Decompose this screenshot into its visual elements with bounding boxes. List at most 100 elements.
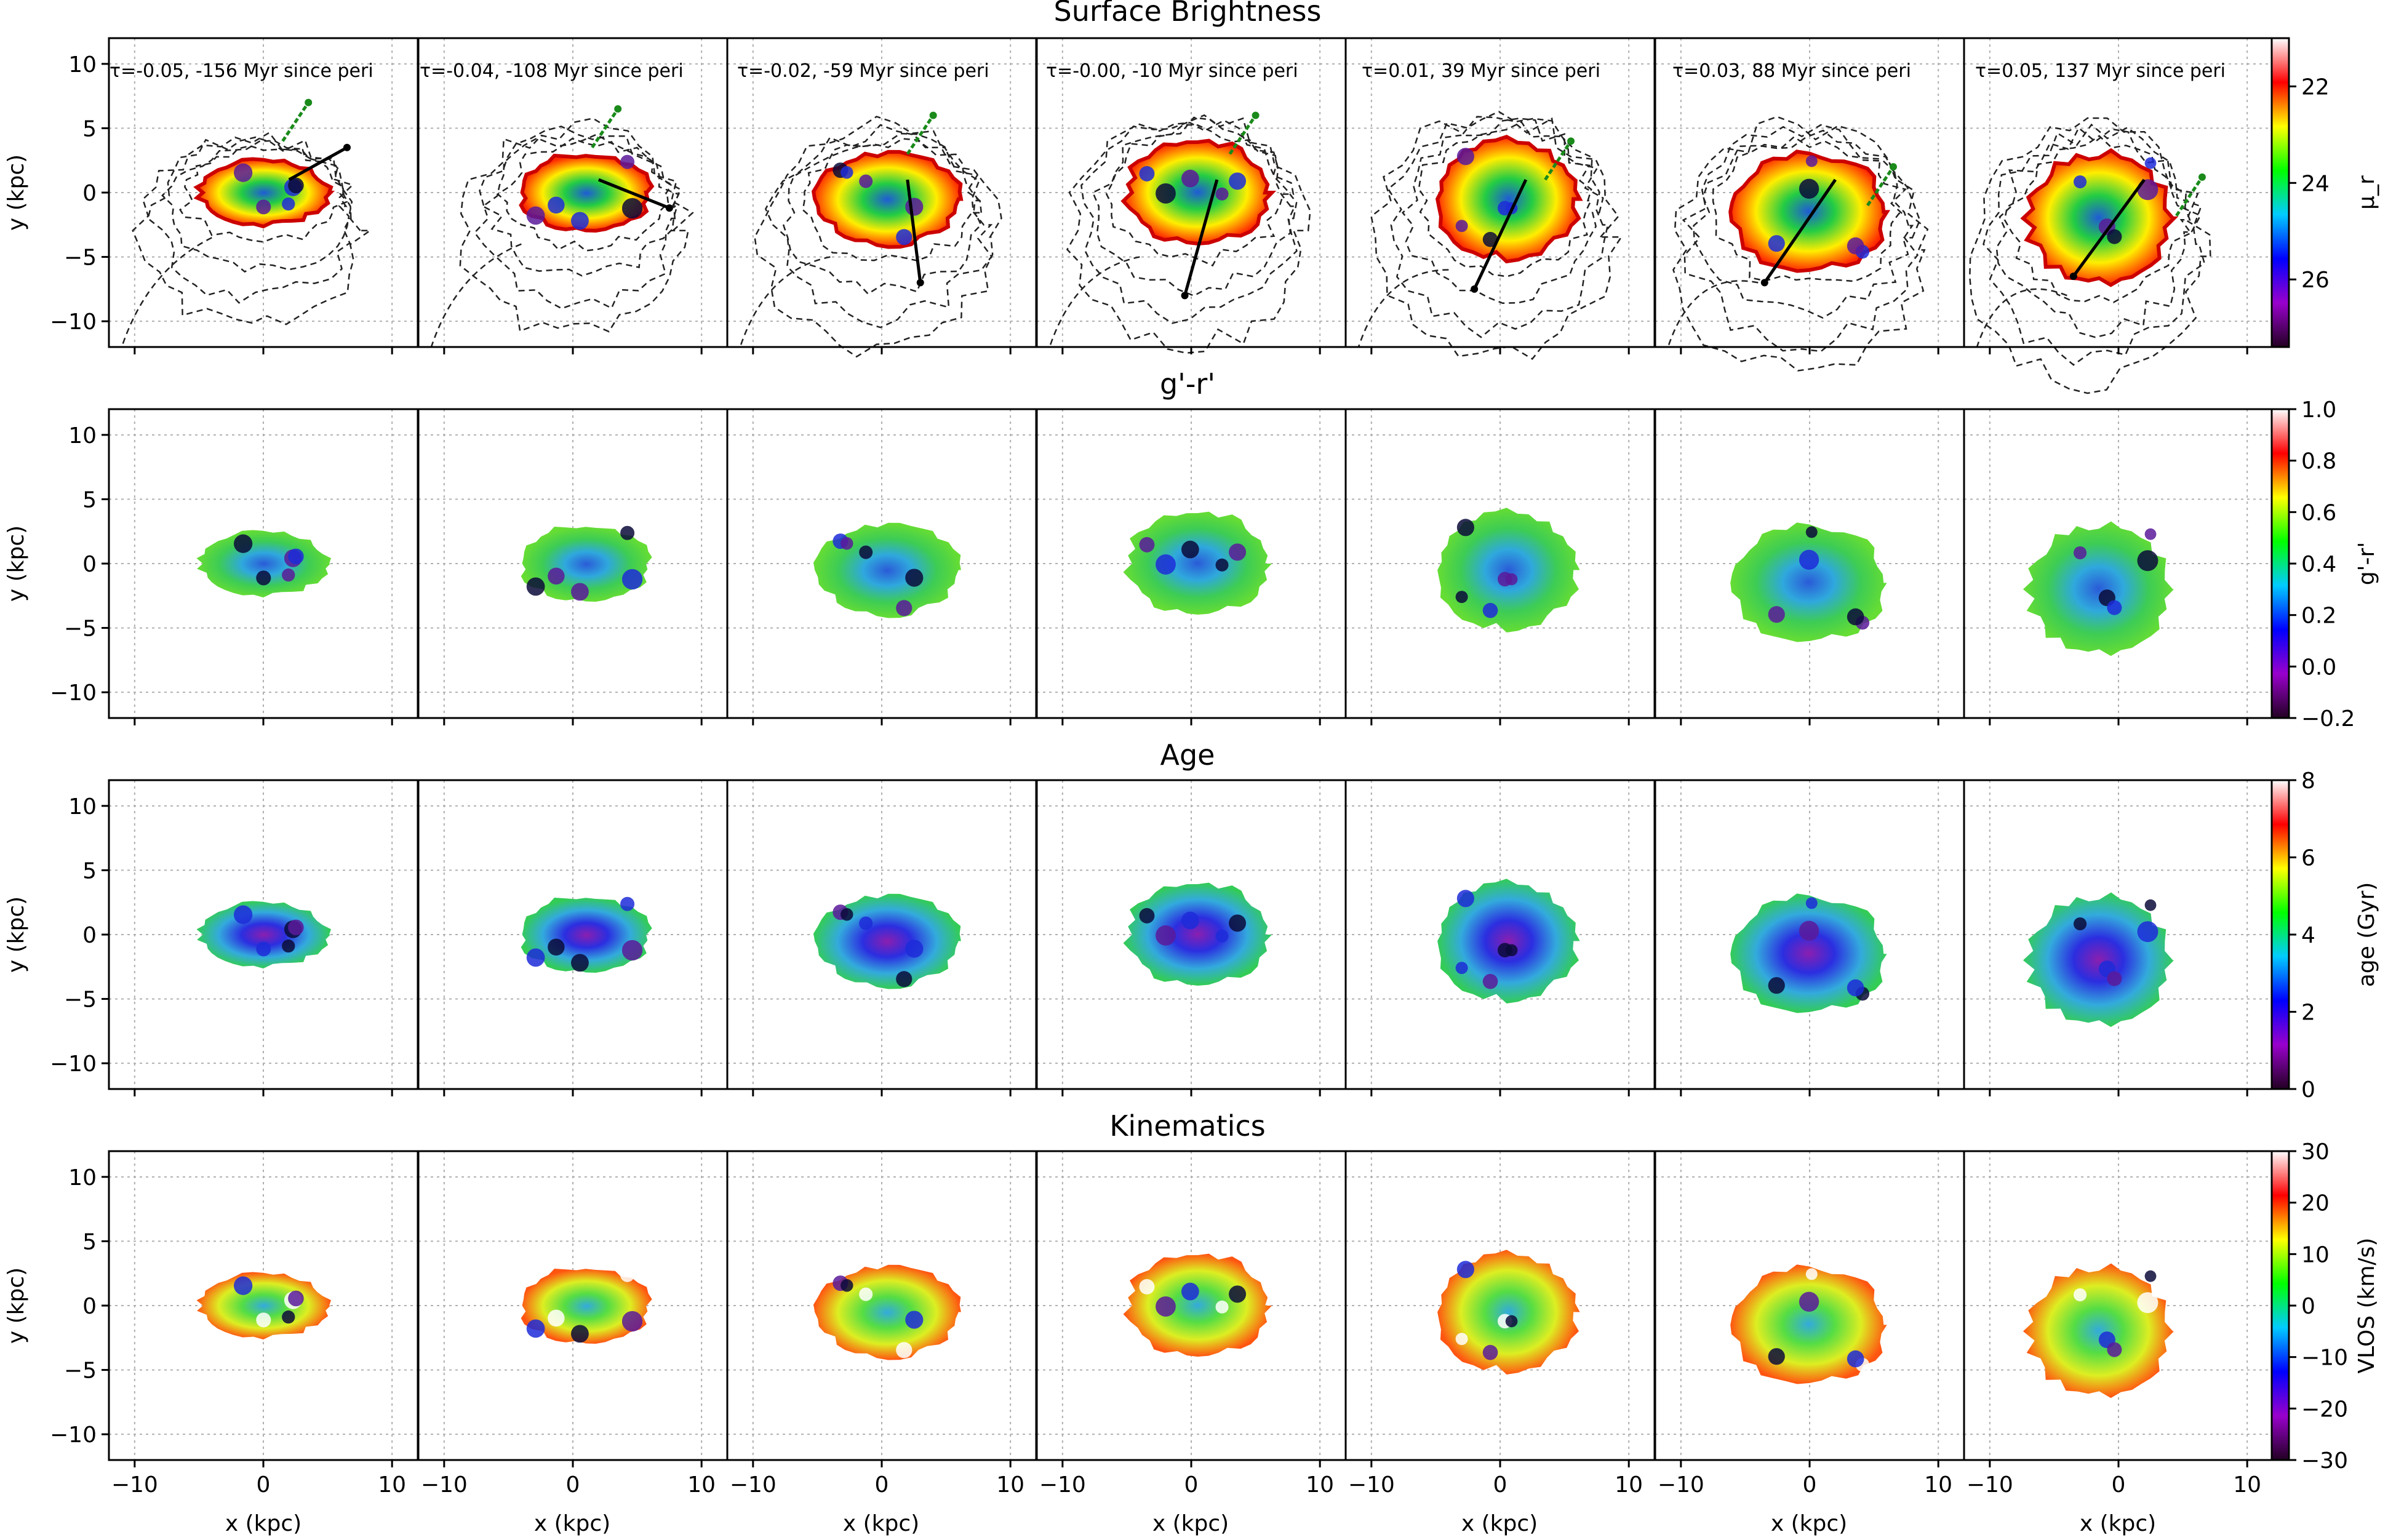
colorbars-layer: 2224261.00.80.60.40.20.0−0.2864203020100… (2270, 37, 2355, 1474)
clump-marker (548, 1309, 565, 1327)
clump-marker (2107, 600, 2122, 615)
motion-arrow (288, 146, 348, 182)
y-axis-label-row-4: y (kpc) (4, 1267, 29, 1344)
clump-marker (1181, 1282, 1199, 1301)
contour-line (121, 237, 212, 348)
clump-marker (1455, 220, 1468, 233)
clump-marker (2073, 917, 2087, 931)
clump-marker (1229, 914, 1247, 932)
x-tick-label: −10 (1039, 1472, 1086, 1498)
panel-title-3: τ=-0.02, -59 Myr since peri (737, 60, 989, 82)
clump-marker (2144, 528, 2157, 540)
contour-line (179, 145, 348, 243)
clump-marker (2137, 1292, 2158, 1314)
motion-arrow (2072, 178, 2146, 277)
contour-line (1712, 136, 1907, 282)
row-title-age: Age (1160, 738, 1215, 772)
x-tick-label: 10 (996, 1472, 1024, 1498)
galaxy-map (1437, 508, 1580, 632)
clump-marker (1456, 890, 1474, 908)
colorbar-tick-label: 0.2 (2301, 604, 2336, 629)
contour-line (1693, 129, 1914, 319)
colorbar-tick-label: 2 (2301, 1000, 2315, 1026)
clump-marker (859, 916, 873, 930)
x-tick-label: 0 (566, 1472, 580, 1498)
motion-arrow-head (1471, 285, 1479, 293)
clump-marker (288, 1290, 304, 1307)
clump-marker (288, 919, 304, 936)
clump-marker (548, 196, 565, 214)
galaxy-map (196, 1272, 331, 1340)
contour-line (1080, 119, 1298, 324)
y-tick-label: −5 (64, 987, 97, 1013)
motion-arrow (1763, 178, 1837, 284)
galaxy-map (1123, 882, 1272, 986)
colorbar-tick-label: 0.6 (2301, 500, 2336, 525)
y-tick-label: 5 (82, 116, 97, 142)
colorbar-tick-label: 0.8 (2301, 449, 2336, 474)
clump-marker (1456, 519, 1474, 537)
contour-line (739, 256, 831, 348)
contour-line (430, 243, 522, 348)
y-tick-label: 10 (68, 794, 97, 820)
clump-marker (2144, 899, 2157, 911)
colorbar (2270, 1150, 2290, 1461)
galaxy-map (1437, 879, 1580, 1003)
clump-marker (1847, 237, 1864, 255)
y-axis-label-row-2: y (kpc) (4, 525, 29, 602)
colorbar-tick-label: 20 (2301, 1191, 2330, 1216)
colorbar-tick-label: −0.2 (2301, 706, 2355, 732)
galaxy-map (2023, 521, 2174, 656)
clump-marker (1156, 183, 1176, 204)
galaxy-map (2020, 148, 2179, 287)
contour-line (1983, 123, 2206, 366)
y-tick-label: 5 (82, 1229, 97, 1255)
x-axis-label-col-2: x (kpc) (534, 1511, 610, 1536)
panels-layer (109, 38, 2273, 1460)
contour-line (1418, 121, 1592, 277)
x-axis-label-col-4: x (kpc) (1152, 1511, 1229, 1536)
motion-arrow (597, 178, 670, 210)
clump-marker (1799, 178, 1819, 199)
y-tick-label: 0 (82, 181, 97, 206)
x-tick-label: 0 (257, 1472, 271, 1498)
x-axis-label-col-7: x (kpc) (2080, 1511, 2156, 1536)
y-tick-label: 5 (82, 858, 97, 884)
green-arrow (1228, 114, 1257, 155)
clump-marker (905, 569, 924, 587)
contour-line (146, 136, 352, 304)
clump-marker (571, 583, 589, 601)
contour-line (459, 118, 694, 333)
galaxy-map (1123, 1253, 1272, 1357)
y-tick-label: 10 (68, 1165, 97, 1191)
contour-line (473, 126, 682, 309)
x-tick-label: 0 (1803, 1472, 1817, 1498)
colorbar-tick-label: 30 (2301, 1139, 2330, 1165)
contour-line (1969, 117, 2211, 394)
contour-line (802, 138, 981, 261)
clump-marker (2137, 550, 2158, 572)
green-arrow (1866, 166, 1895, 207)
clump-marker (288, 177, 304, 194)
clump-marker (1847, 1350, 1864, 1368)
contour-line (1672, 116, 1929, 372)
x-axis-label-col-1: x (kpc) (225, 1511, 301, 1536)
clump-marker (1847, 608, 1864, 626)
clump-marker (282, 1310, 295, 1324)
clump-marker (1156, 554, 1176, 575)
clump-marker (620, 896, 635, 911)
y-tick-label: −10 (50, 680, 97, 706)
clump-marker (2073, 546, 2087, 560)
colorbar-tick-label: 26 (2301, 268, 2330, 293)
colorbar-tick-label: 4 (2301, 923, 2315, 948)
y-tick-label: 0 (82, 923, 97, 948)
panel-title-7: τ=0.05, 137 Myr since peri (1975, 60, 2226, 82)
clump-marker (571, 954, 589, 972)
x-tick-label: 0 (1493, 1472, 1507, 1498)
y-tick-label: 5 (82, 487, 97, 513)
colorbar-tick-label: 10 (2301, 1242, 2330, 1267)
clump-marker (841, 908, 853, 921)
y-tick-label: 0 (82, 552, 97, 577)
panel-title-2: τ=-0.04, -108 Myr since peri (420, 60, 684, 82)
motion-arrow (1472, 179, 1528, 290)
